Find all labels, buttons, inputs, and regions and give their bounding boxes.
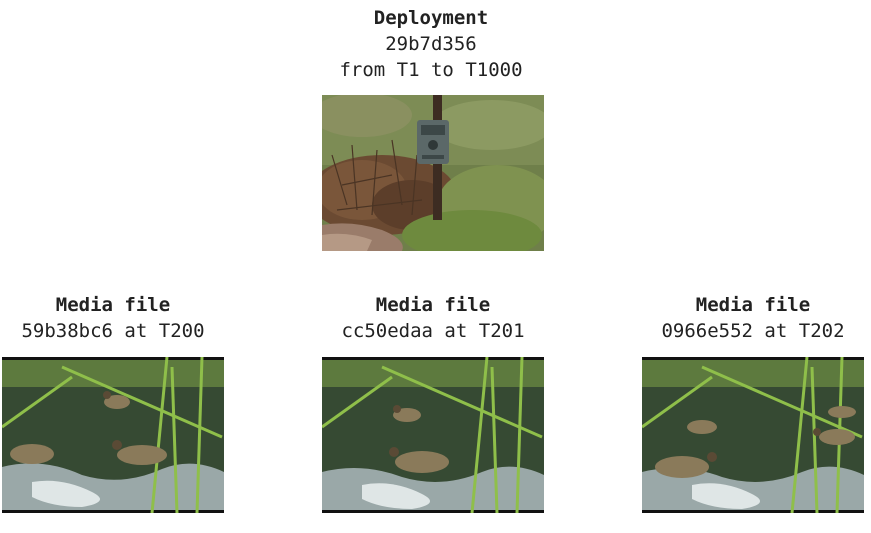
media-file-label: Media file cc50edaa at T201 xyxy=(320,292,546,344)
media-file-caption: 59b38bc6 at T200 xyxy=(21,320,205,342)
media-file-photo xyxy=(322,357,544,513)
deployment-label: Deployment 29b7d356 from T1 to T1000 xyxy=(281,5,581,83)
media-file-title: Media file xyxy=(375,294,491,316)
media-file-label: Media file 59b38bc6 at T200 xyxy=(0,292,226,344)
deployment-id: 29b7d356 xyxy=(385,33,477,55)
media-file-photo xyxy=(2,357,224,513)
deployment-title: Deployment xyxy=(373,7,489,29)
deployment-range: from T1 to T1000 xyxy=(339,59,523,81)
media-file-title: Media file xyxy=(695,294,811,316)
media-file-title: Media file xyxy=(55,294,171,316)
media-file-caption: cc50edaa at T201 xyxy=(341,320,525,342)
media-file-caption: 0966e552 at T202 xyxy=(661,320,845,342)
deployment-photo xyxy=(322,95,544,251)
media-file-label: Media file 0966e552 at T202 xyxy=(640,292,866,344)
media-file-photo xyxy=(642,357,864,513)
